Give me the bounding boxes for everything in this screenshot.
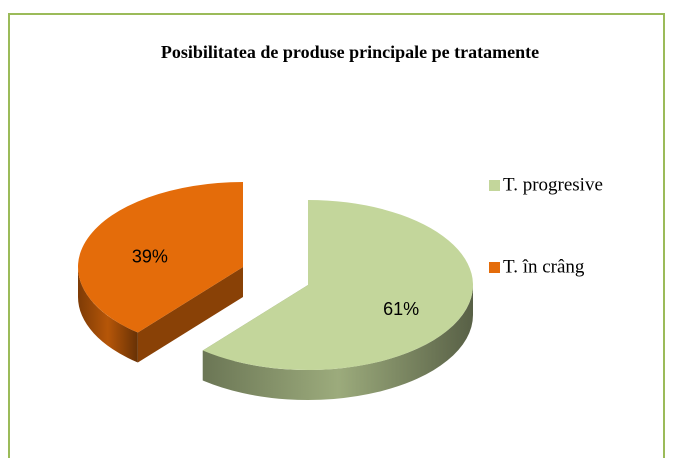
slice-top (202, 200, 474, 370)
slice-top (77, 182, 243, 333)
legend-swatch (489, 262, 500, 273)
chart-title: Posibilitatea de produse principale pe t… (160, 42, 540, 62)
data-label: 61% (383, 299, 419, 319)
pie-slice (77, 182, 243, 363)
slice-wall (78, 267, 138, 363)
slice-wall (202, 285, 473, 400)
legend-swatch (489, 180, 500, 191)
legend-label: T. progresive (503, 174, 603, 195)
data-label: 39% (132, 246, 168, 266)
slice-side (137, 267, 243, 363)
legend-label: T. în crâng (503, 256, 585, 277)
pie-slice (202, 200, 474, 400)
chart-border (8, 13, 665, 458)
